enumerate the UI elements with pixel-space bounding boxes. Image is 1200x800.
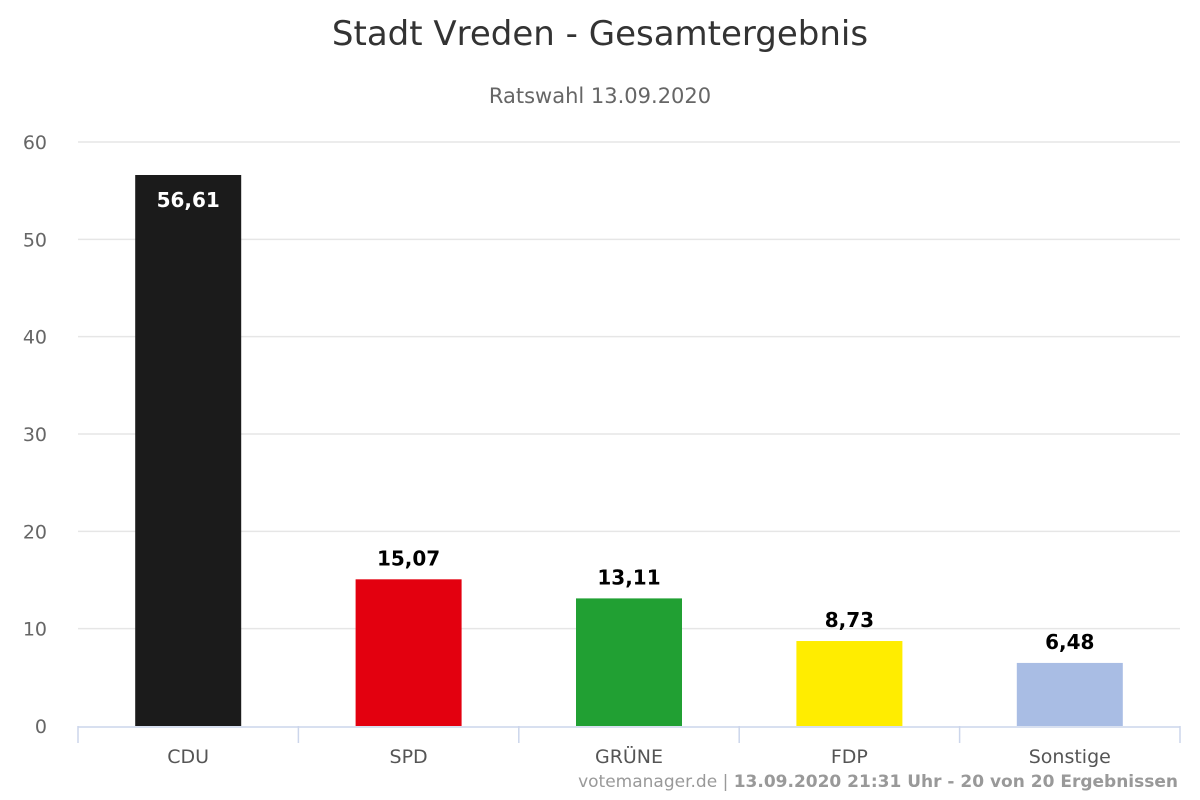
footer-credits: votemanager.de | 13.09.2020 21:31 Uhr - … bbox=[578, 772, 1178, 792]
y-tick-label: 60 bbox=[23, 132, 47, 154]
bar-spd bbox=[355, 579, 462, 726]
bar-sonstige bbox=[1016, 662, 1123, 726]
data-label: 8,73 bbox=[825, 608, 874, 632]
x-tick-label: GRÜNE bbox=[595, 745, 663, 768]
y-tick-label: 0 bbox=[35, 716, 47, 738]
footer-status: 13.09.2020 21:31 Uhr - 20 von 20 Ergebni… bbox=[733, 772, 1178, 792]
bar-grüne bbox=[576, 598, 682, 726]
y-tick-label: 20 bbox=[23, 521, 47, 543]
y-tick-label: 50 bbox=[23, 229, 47, 251]
chart-title: Stadt Vreden - Gesamtergebnis bbox=[331, 14, 869, 54]
chart-subtitle: Ratswahl 13.09.2020 bbox=[488, 84, 712, 108]
y-tick-label: 40 bbox=[23, 327, 47, 349]
y-tick-label: 10 bbox=[23, 619, 47, 641]
footer-source[interactable]: votemanager.de | bbox=[578, 772, 734, 792]
x-tick-label: FDP bbox=[831, 746, 868, 768]
x-tick-label: Sonstige bbox=[1029, 746, 1111, 768]
x-tick-label: SPD bbox=[390, 746, 428, 768]
data-label: 15,07 bbox=[377, 546, 440, 570]
y-tick-label: 30 bbox=[23, 424, 47, 446]
x-tick-label: CDU bbox=[167, 746, 209, 768]
data-label: 6,48 bbox=[1045, 630, 1094, 654]
bar-cdu bbox=[135, 174, 242, 727]
data-label: 56,61 bbox=[157, 188, 220, 212]
bar-fdp bbox=[796, 641, 903, 726]
data-label: 13,11 bbox=[597, 565, 660, 589]
